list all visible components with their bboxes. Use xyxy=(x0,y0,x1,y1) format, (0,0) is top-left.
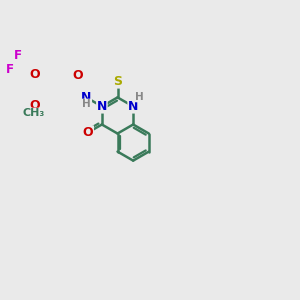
Text: F: F xyxy=(14,49,22,62)
Text: O: O xyxy=(29,99,40,112)
Text: O: O xyxy=(83,126,93,139)
Text: N: N xyxy=(97,100,107,113)
Text: F: F xyxy=(6,63,14,76)
Text: N: N xyxy=(128,100,138,113)
Text: CH₃: CH₃ xyxy=(23,108,45,118)
Text: H: H xyxy=(82,99,91,109)
Text: N: N xyxy=(81,91,92,104)
Text: O: O xyxy=(73,69,83,82)
Text: O: O xyxy=(29,68,40,81)
Text: S: S xyxy=(113,75,122,88)
Text: H: H xyxy=(135,92,144,102)
